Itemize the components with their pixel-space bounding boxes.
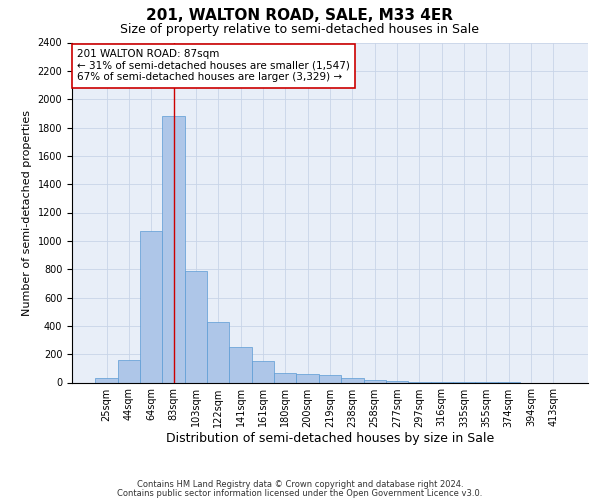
Text: Contains public sector information licensed under the Open Government Licence v3: Contains public sector information licen… (118, 488, 482, 498)
X-axis label: Distribution of semi-detached houses by size in Sale: Distribution of semi-detached houses by … (166, 432, 494, 446)
Bar (163, 116, 185, 382)
Bar (95, 378, 118, 382)
Bar (207, 322, 229, 382)
Bar (296, 374, 319, 382)
Text: Contains HM Land Registry data © Crown copyright and database right 2024.: Contains HM Land Registry data © Crown c… (137, 480, 463, 489)
Bar (364, 380, 386, 382)
Text: 201 WALTON ROAD: 87sqm
← 31% of semi-detached houses are smaller (1,547)
67% of : 201 WALTON ROAD: 87sqm ← 31% of semi-det… (77, 50, 350, 82)
Bar (386, 381, 408, 382)
Bar (319, 374, 341, 382)
Bar (274, 374, 296, 382)
Bar (252, 361, 274, 382)
Bar (185, 270, 207, 382)
Bar (341, 378, 364, 382)
Y-axis label: Number of semi-detached properties: Number of semi-detached properties (22, 110, 32, 316)
Bar (229, 347, 252, 382)
Bar (140, 231, 163, 382)
Bar (118, 360, 140, 382)
Text: Size of property relative to semi-detached houses in Sale: Size of property relative to semi-detach… (121, 22, 479, 36)
Text: 201, WALTON ROAD, SALE, M33 4ER: 201, WALTON ROAD, SALE, M33 4ER (146, 8, 454, 22)
